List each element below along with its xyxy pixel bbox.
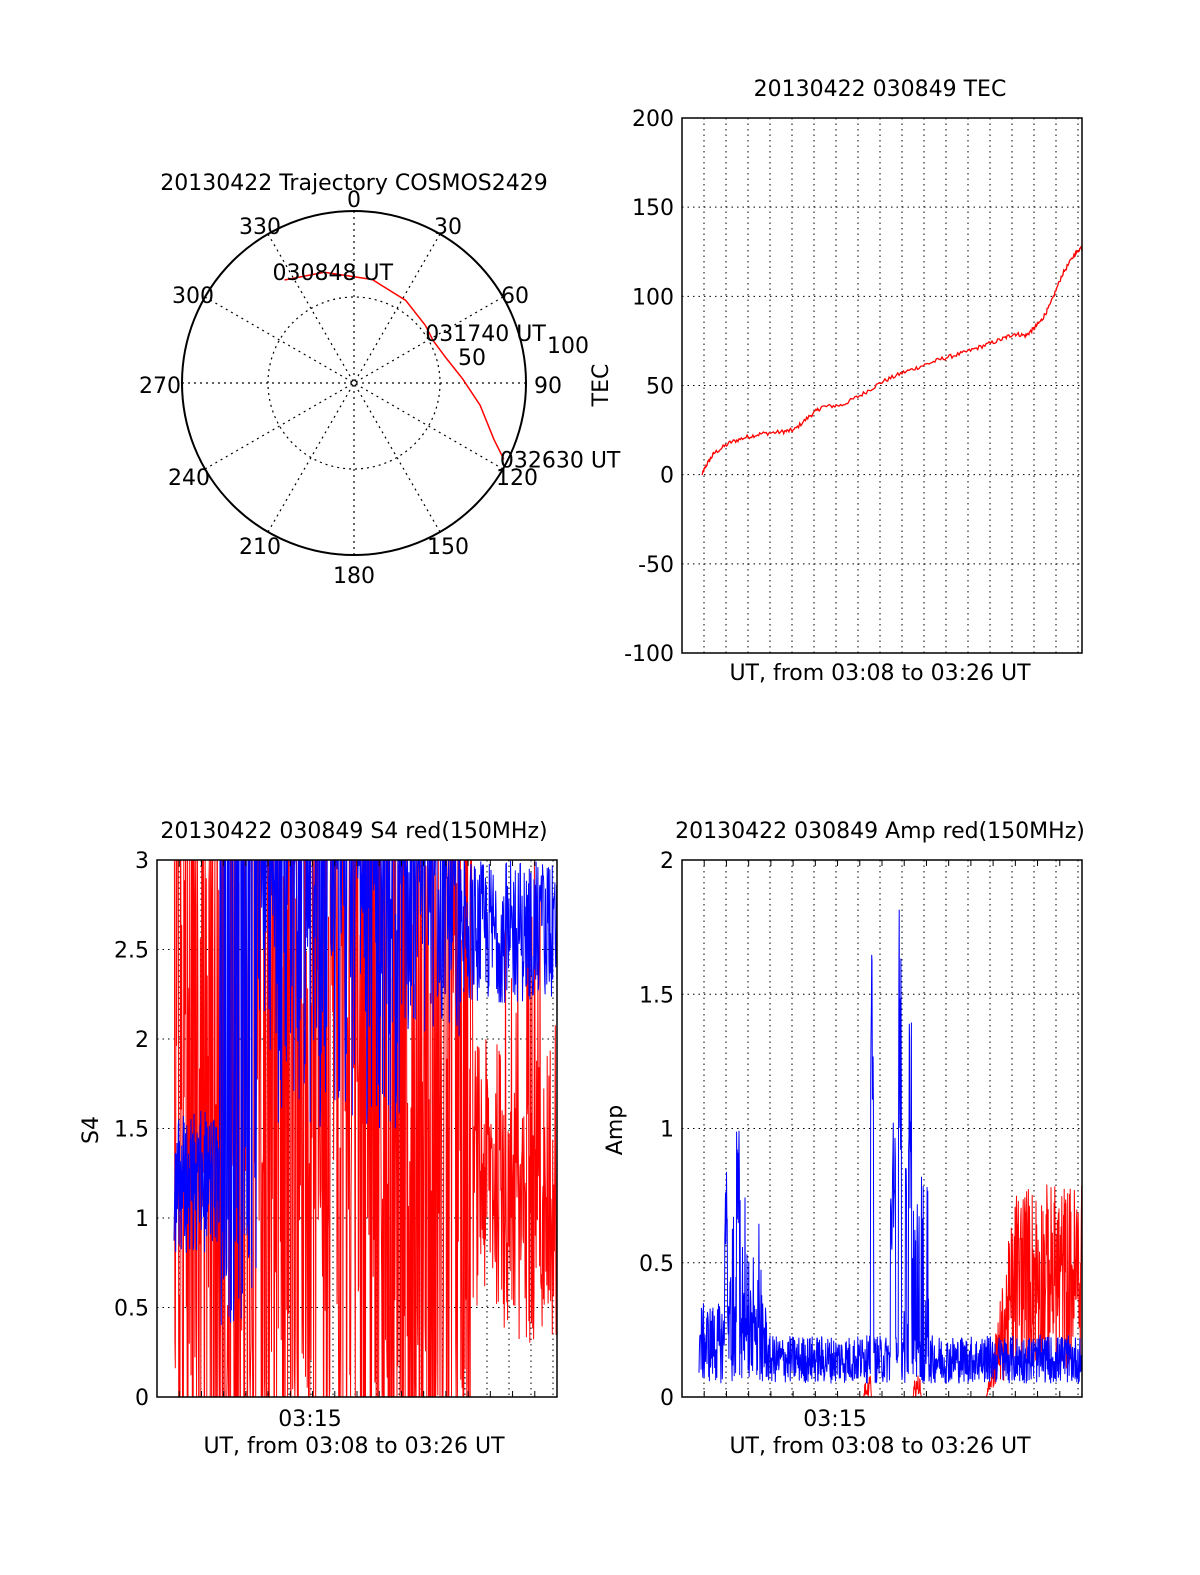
amp-blue-series bbox=[698, 909, 1083, 1384]
y-tick-label: 0 bbox=[660, 1386, 674, 1411]
tec-panel: 20130422 030849 TEC UT, from 03:08 to 03… bbox=[589, 77, 1083, 686]
polar-angle-label: 330 bbox=[239, 215, 281, 240]
trajectory-time-label: 032630 UT bbox=[500, 448, 621, 473]
trajectory-time-label: 031740 UT bbox=[425, 322, 546, 347]
polar-angle-label: 180 bbox=[333, 564, 375, 589]
tec-title: 20130422 030849 TEC bbox=[754, 77, 1007, 102]
tec-plot: -100 -50 0 50 100 150 200 bbox=[624, 107, 1083, 667]
y-tick-label: 0 bbox=[660, 464, 674, 489]
polar-trajectory-panel: 20130422 Trajectory COSMOS2429 0 30 60 90 12… bbox=[139, 171, 621, 589]
s4-panel: 20130422 030849 S4 red(150MHz) UT, from … bbox=[79, 819, 558, 1459]
polar-angle-label: 240 bbox=[168, 466, 210, 491]
trajectory-line bbox=[284, 271, 505, 460]
polar-title: 20130422 Trajectory COSMOS2429 bbox=[160, 171, 547, 196]
polar-angle-label: 0 bbox=[347, 188, 361, 213]
y-tick-label: 2.5 bbox=[114, 939, 149, 964]
s4-title: 20130422 030849 S4 red(150MHz) bbox=[160, 819, 547, 844]
polar-angle-label: 120 bbox=[496, 466, 538, 491]
polar-angle-label: 150 bbox=[427, 535, 469, 560]
tec-series-line bbox=[701, 245, 1083, 476]
y-tick-label: 1.5 bbox=[114, 1118, 149, 1143]
amp-title: 20130422 030849 Amp red(150MHz) bbox=[675, 819, 1085, 844]
y-tick-label: 200 bbox=[632, 107, 674, 132]
polar-angle-label: 90 bbox=[534, 374, 562, 399]
y-tick-label: 0 bbox=[135, 1386, 149, 1411]
y-tick-label: 0.5 bbox=[114, 1297, 149, 1322]
tec-ylabel: TEC bbox=[589, 364, 614, 408]
polar-radial-label: 100 bbox=[547, 334, 589, 359]
y-tick-label: 2 bbox=[660, 849, 674, 874]
y-tick-label: -100 bbox=[624, 642, 674, 667]
polar-radial-label: 50 bbox=[458, 346, 486, 371]
y-tick-label: 0.5 bbox=[639, 1252, 674, 1277]
y-tick-label: 1 bbox=[660, 1118, 674, 1143]
y-tick-label: 1 bbox=[135, 1207, 149, 1232]
y-tick-label: 3 bbox=[135, 849, 149, 874]
s4-xlabel: UT, from 03:08 to 03:26 UT bbox=[203, 1434, 505, 1459]
x-tick-label: 03:15 bbox=[278, 1407, 341, 1432]
polar-angle-label: 300 bbox=[172, 284, 214, 309]
y-tick-label: 100 bbox=[632, 285, 674, 310]
polar-angle-label: 270 bbox=[139, 374, 181, 399]
polar-annotations: 030848 UT 031740 UT 032630 UT bbox=[273, 261, 621, 473]
amp-xlabel: UT, from 03:08 to 03:26 UT bbox=[729, 1434, 1031, 1459]
polar-angle-labels: 0 30 60 90 120 150 180 210 240 270 300 330 bbox=[139, 188, 562, 589]
polar-angle-label: 210 bbox=[239, 535, 281, 560]
s4-plot: 0 0.5 1 1.5 2 2.5 3 03:15 bbox=[114, 849, 558, 1432]
plot-frame bbox=[681, 117, 1083, 654]
y-tick-label: -50 bbox=[638, 553, 674, 578]
amp-panel: 20130422 030849 Amp red(150MHz) UT, from… bbox=[603, 819, 1085, 1459]
polar-angle-label: 60 bbox=[501, 284, 529, 309]
y-tick-label: 2 bbox=[135, 1028, 149, 1053]
trajectory-time-label: 030848 UT bbox=[273, 261, 394, 286]
y-tick-label: 50 bbox=[646, 375, 674, 400]
s4-blue-series bbox=[173, 859, 558, 1326]
y-tick-label: 1.5 bbox=[639, 983, 674, 1008]
amp-plot: 0 0.5 1 1.5 2 03:15 bbox=[639, 849, 1083, 1432]
polar-trajectory bbox=[284, 271, 505, 460]
polar-radial-labels: 50 100 bbox=[458, 334, 589, 371]
y-tick-label: 150 bbox=[632, 196, 674, 221]
x-tick-label: 03:15 bbox=[803, 1407, 866, 1432]
polar-angle-label: 30 bbox=[434, 215, 462, 240]
s4-ylabel: S4 bbox=[79, 1116, 104, 1144]
tec-xlabel: UT, from 03:08 to 03:26 UT bbox=[729, 661, 1031, 686]
amp-ylabel: Amp bbox=[603, 1105, 628, 1155]
polar-grid bbox=[181, 210, 527, 556]
